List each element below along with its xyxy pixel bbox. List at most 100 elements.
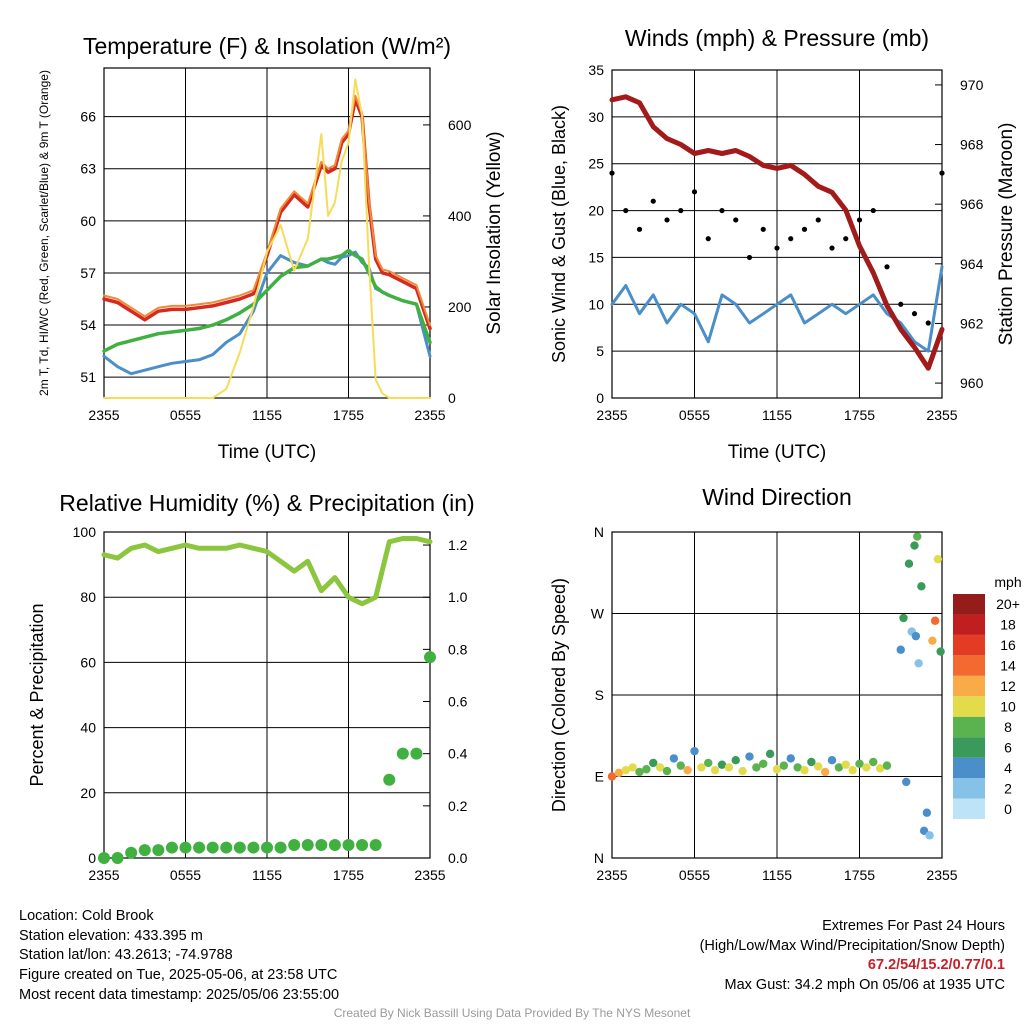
wind-direction-point [765,749,775,759]
wind-direction-point [745,752,754,761]
station-info: Location: Cold Brook Station elevation: … [19,907,339,1006]
y-tick-label: 30 [588,109,604,125]
y2-tick-label: 1.2 [448,537,468,553]
data-point [165,841,178,854]
data-point [301,838,314,851]
y-tick-label: W [591,606,605,622]
wind-direction-point [820,767,830,777]
colorbar-swatch [953,778,985,799]
wind-direction-point [814,762,823,771]
y-tick-label: 0 [596,390,604,406]
series-line [103,78,431,399]
extremes-summary: Extremes For Past 24 Hours (High/Low/Max… [700,917,1005,996]
x-tick-label: 2355 [414,867,445,883]
wind-direction-point [621,765,630,775]
recent-data-text: Most recent data timestamp: 2025/05/06 2… [19,986,340,1003]
wind-direction-point [936,647,945,656]
chart-title: Temperature (F) & Insolation (W/m²) [83,33,451,59]
colorbar-label: 2 [1004,780,1012,796]
data-point [650,198,656,204]
colorbar-label: 18 [1000,617,1016,633]
wind-direction-point [731,756,740,765]
series-line [103,94,431,327]
wind-direction-point [902,777,911,787]
y-tick-label: N [594,524,604,540]
wind-direction-point [724,763,734,772]
wind-direction-point [869,757,878,767]
data-point [111,852,124,864]
colorbar-label: 10 [1000,699,1016,715]
y2-tick-label: 0 [448,390,456,406]
data-point [719,207,725,214]
chart-title: Relative Humidity (%) & Precipitation (i… [59,490,474,516]
data-point [801,226,808,232]
y-tick-label: 100 [73,524,97,540]
data-point [678,207,684,214]
extremes-subtitle: (High/Low/Max Wind/Precipitation/Snow De… [699,937,1005,954]
wind-direction-point [841,760,850,769]
data-point [856,217,863,223]
data-point [939,170,945,176]
x-tick-label: 1755 [844,407,875,423]
colorbar-swatch [953,614,985,635]
wind-direction-point [642,765,651,774]
wind-direction-point [779,761,789,770]
colorbar-label: 0 [1004,801,1012,817]
wind-direction-point [911,631,921,641]
x-tick-label: 2355 [596,867,627,883]
data-point [369,838,382,851]
wind-direction-point [899,613,908,623]
data-point [636,226,643,232]
wind-direction-point [910,541,919,550]
data-point [233,841,246,854]
data-point [733,217,739,223]
location-text: Location: Cold Brook [19,908,154,924]
colorbar-swatch [953,716,985,738]
x-axis-label: Time (UTC) [728,442,827,463]
wind-direction-point [922,808,932,817]
wind-direction-point [607,772,617,781]
data-point [788,236,794,242]
data-point [760,226,766,232]
x-tick-label: 1755 [333,407,364,423]
colorbar-label: 16 [1000,637,1016,653]
plot-frame [611,531,943,859]
wind-direction-point [925,831,934,840]
data-point [125,846,138,859]
data-point [774,245,780,251]
wind-direction-point [710,765,720,775]
wind-direction-point [717,760,727,769]
series-line [101,536,433,607]
chart-title: Wind Direction [702,484,852,510]
y2-tick-label: 962 [960,315,984,331]
y-tick-label: 66 [80,109,96,125]
wind-direction-point [697,763,706,772]
data-point [206,841,219,854]
data-point [193,841,206,854]
data-point [261,841,273,854]
y-tick-label: 0 [88,850,96,866]
y-tick-label: 5 [596,343,604,359]
data-point [815,217,821,223]
data-point [152,844,165,857]
extremes-values: 67.2/54/15.2/0.77/0.1 [867,957,1005,974]
y2-axis-label: Solar Insolation (Yellow) [484,131,505,334]
colorbar-swatch [953,655,985,676]
y-tick-label: 20 [80,785,96,801]
wind-direction-point [614,768,624,778]
colorbar-label: 6 [1004,739,1012,755]
colorbar-swatch [953,594,985,615]
data-point [138,844,151,857]
y-axis-label: Sonic Wind & Gust (Blue, Black) [549,105,569,363]
x-tick-label: 1155 [252,867,282,883]
plot-frame [611,69,943,399]
extremes-title: Extremes For Past 24 Hours [822,918,1005,934]
y-tick-label: 40 [80,720,96,736]
y-tick-label: 60 [80,213,96,229]
x-tick-label: 2355 [88,867,119,883]
series-line [610,265,944,353]
wind-direction-point [738,766,747,776]
colorbar-swatch [953,634,985,656]
data-point [410,747,423,760]
